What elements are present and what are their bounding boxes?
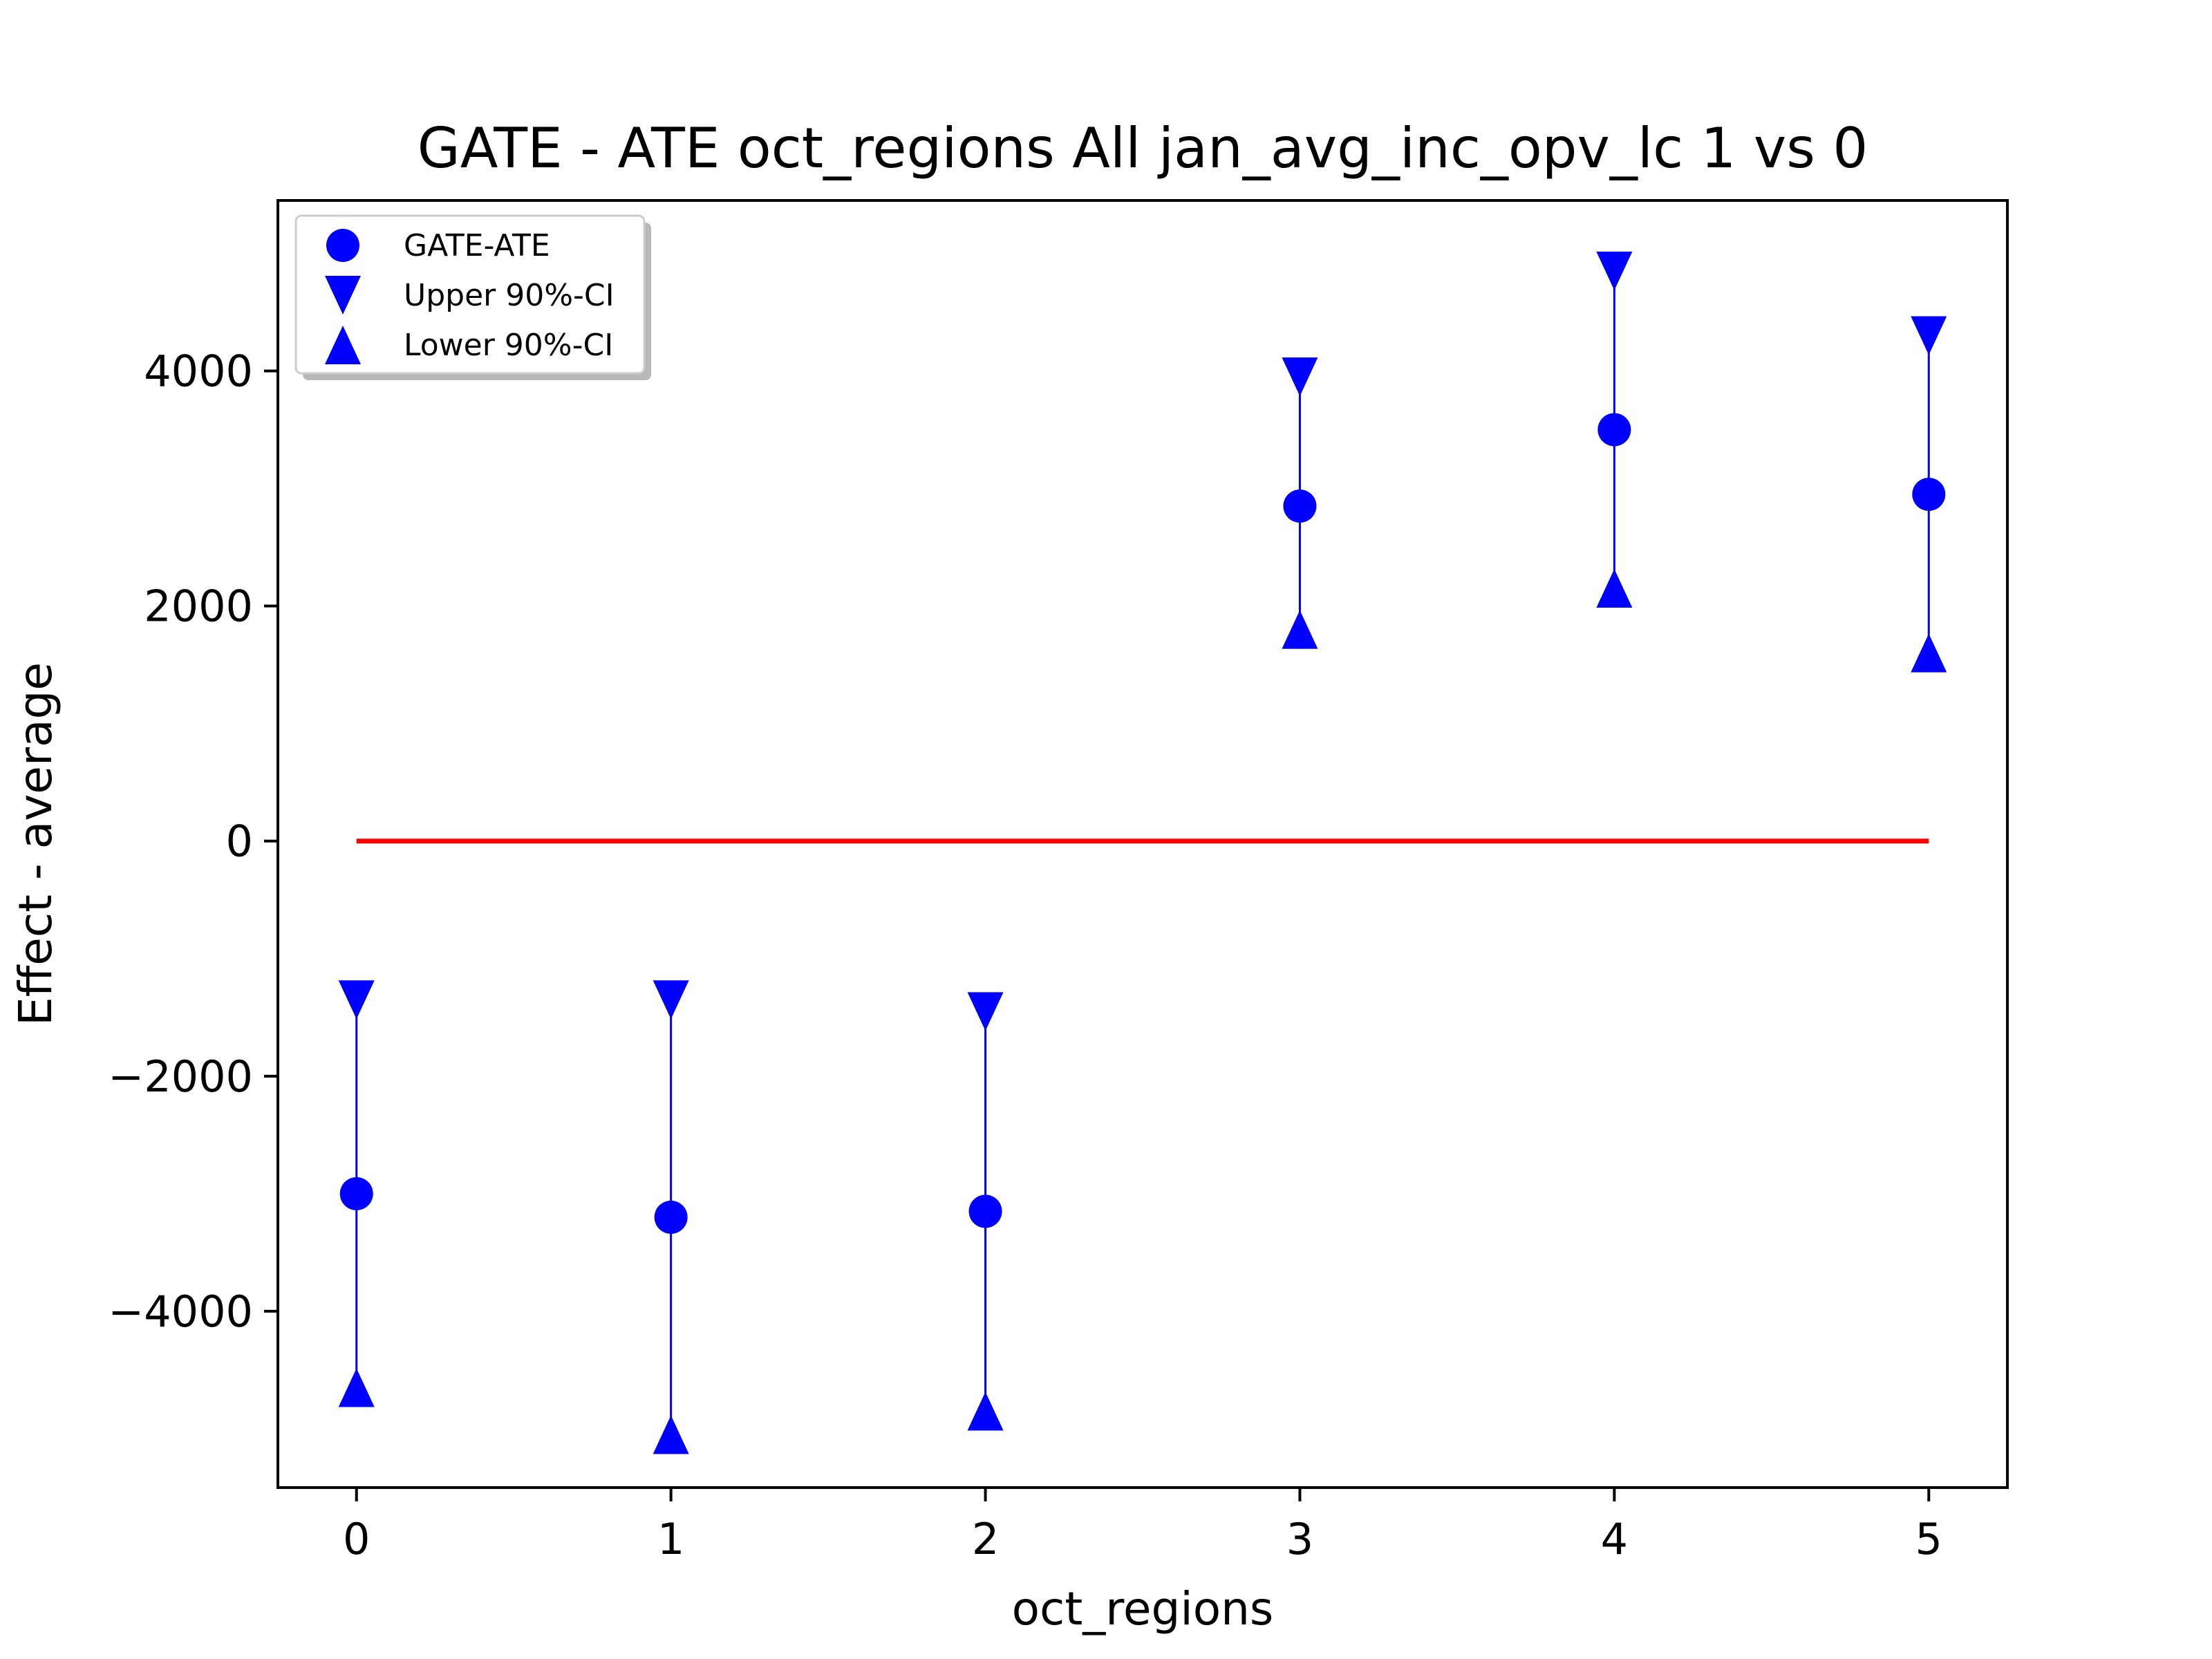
x-tick-label: 3 <box>1286 1514 1313 1564</box>
gate-ate-point <box>1283 489 1317 523</box>
plot-frame <box>276 199 2009 1489</box>
gate-ate-point <box>1597 413 1631 447</box>
lower-ci-marker <box>1282 610 1318 649</box>
lower-ci-marker <box>1596 569 1633 608</box>
y-tick-label: 2000 <box>144 581 253 632</box>
gate-ate-point <box>654 1200 688 1234</box>
chart-title: GATE - ATE oct_regions All jan_avg_inc_o… <box>418 116 1868 180</box>
lower-ci-marker <box>338 1368 375 1407</box>
gate-ate-point <box>968 1194 1002 1228</box>
lower-ci-marker <box>1911 633 1947 673</box>
legend-label: Upper 90%-CI <box>404 278 615 313</box>
y-tick-label: 4000 <box>144 346 253 397</box>
lower-ci-marker <box>653 1415 689 1454</box>
x-tick-label: 1 <box>657 1514 684 1564</box>
legend-label: GATE-ATE <box>404 228 550 263</box>
y-axis-label: Effect - average <box>9 662 62 1026</box>
legend-marker <box>325 326 361 364</box>
y-axis-ticks: −4000 −2000 0 2000 4000 <box>108 346 278 1337</box>
x-axis-ticks: 0 1 2 3 4 5 <box>343 1488 1942 1564</box>
x-tick-label: 4 <box>1601 1514 1628 1564</box>
y-tick-label: 0 <box>226 816 253 867</box>
y-tick-label: −2000 <box>108 1051 253 1102</box>
x-axis-label: oct_regions <box>1012 1582 1274 1635</box>
legend-label: Lower 90%-CI <box>404 328 613 363</box>
legend-marker <box>326 229 359 262</box>
lower-ci-marker <box>967 1391 1004 1431</box>
x-tick-label: 2 <box>972 1514 999 1564</box>
legend-marker <box>325 276 361 315</box>
x-tick-label: 5 <box>1915 1514 1942 1564</box>
gate-ate-point <box>1912 478 1946 512</box>
plot-area <box>338 252 1947 1454</box>
upper-ci-marker <box>1282 357 1318 397</box>
x-tick-label: 0 <box>343 1514 370 1564</box>
upper-ci-marker <box>967 992 1004 1031</box>
upper-ci-marker <box>338 980 375 1020</box>
gate-ate-point <box>339 1177 373 1210</box>
upper-ci-marker <box>653 980 689 1020</box>
legend-box <box>294 214 646 375</box>
y-tick-label: −4000 <box>108 1286 253 1337</box>
upper-ci-marker <box>1596 252 1633 291</box>
legend: GATE-ATE Upper 90%-CI Lower 90%-CI <box>294 214 651 380</box>
upper-ci-marker <box>1911 316 1947 355</box>
